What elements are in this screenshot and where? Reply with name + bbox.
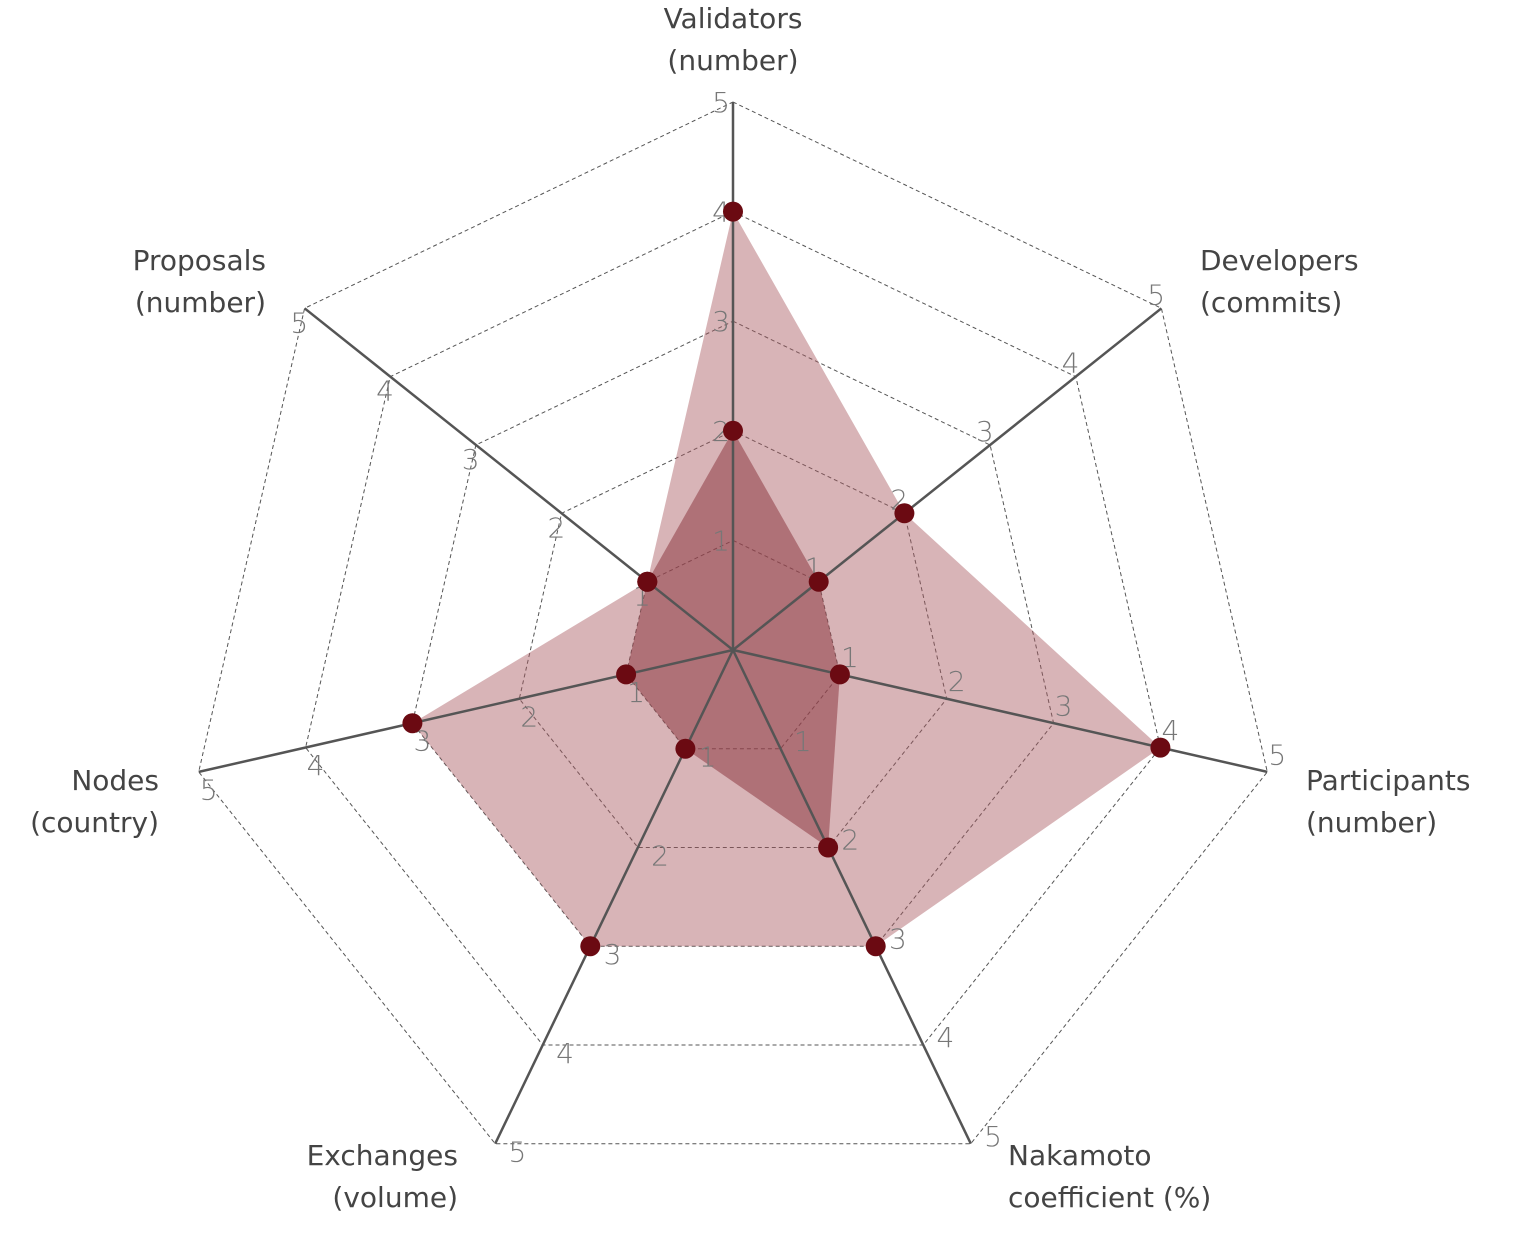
data-point-s2-1 [723,420,743,441]
tick-label-6-3: 3 [413,725,431,758]
axis-title-6: Nodes (country) [30,764,159,839]
axis-title-6-line-2: (country) [30,806,159,839]
grid-ring-3 [411,320,1055,947]
axis-title-4: Nakamoto coefficient (%) [1008,1139,1211,1214]
data-point-s2-6 [616,664,637,685]
axis-title-2-line-1: Developers [1200,244,1359,277]
data-point-s2-5 [675,738,696,759]
axis-line-5 [494,649,735,1145]
point-layer [402,201,1171,957]
tick-label-1-2: 2 [712,415,730,448]
tick-label-4-5: 5 [984,1120,1002,1153]
tick-label-6-5: 5 [200,774,218,807]
axis-title-7-line-2: (number) [135,286,266,319]
axis-title-4-line-1: Nakamoto [1008,1139,1152,1172]
tick-label-5-4: 4 [556,1037,574,1070]
data-point-s1-4 [865,936,886,957]
tick-label-6-1: 1 [627,676,645,709]
grid-ring-2 [518,430,948,848]
title-layer: Validators (number) Developers (commits) Par… [30,2,1470,1214]
data-point-s2-4 [818,837,839,858]
tick-label-7-5: 5 [290,306,308,339]
tick-label-4-1: 1 [794,725,812,758]
axis-title-3-line-1: Participants [1306,764,1470,797]
tick-label-6-4: 4 [307,749,325,782]
tick-label-2-4: 4 [1062,347,1080,380]
axis-title-5-line-2: (volume) [332,1181,458,1214]
axis-line-4 [731,649,972,1145]
axis-title-3: Participants (number) [1306,764,1470,839]
tick-label-7-3: 3 [462,443,480,476]
axis-title-1-line-1: Validators [664,2,803,35]
tick-label-2-5: 5 [1147,278,1165,311]
data-point-s1-2 [894,503,915,524]
axis-line-7 [303,307,734,651]
axis-title-3-line-2: (number) [1306,806,1437,839]
tick-label-6-2: 2 [520,700,538,733]
tick-label-3-5: 5 [1268,738,1286,771]
axis-title-5: Exchanges (volume) [307,1139,458,1214]
tick-label-7-4: 4 [376,375,394,408]
tick-label-2-3: 3 [976,415,994,448]
axis-line-2 [732,307,1163,651]
data-point-s2-3 [829,664,850,685]
tick-label-1-4: 4 [712,196,730,229]
axis-title-2-line-2: (commits) [1200,286,1342,319]
axis-title-5-line-1: Exchanges [307,1139,458,1172]
axis-title-7: Proposals (number) [133,244,266,319]
series-layer [412,211,1161,947]
tick-label-3-1: 1 [841,641,859,674]
data-point-s2-2 [808,571,829,592]
tick-label-1-3: 3 [712,305,730,338]
tick-label-4-3: 3 [889,922,907,955]
tick-label-7-2: 2 [547,511,565,544]
axis-title-2: Developers (commits) [1200,244,1359,319]
axis-layer [198,102,1268,1145]
grid-ring-4 [305,211,1161,1046]
tick-label-5-5: 5 [508,1136,526,1169]
axis-title-4-line-2: coefficient (%) [1008,1181,1211,1214]
tick-label-5-3: 3 [604,938,622,971]
grid-ring-5 [198,101,1268,1145]
axis-title-1-line-2: (number) [667,44,798,77]
tick-label-1-5: 5 [712,86,730,119]
axis-title-1: Validators (number) [664,2,803,77]
axis-line-6 [198,648,734,774]
tick-label-4-2: 2 [841,824,859,857]
data-point-s1-1 [723,201,743,222]
tick-label-3-2: 2 [948,665,966,698]
tick-label-4-4: 4 [936,1021,954,1054]
tick-label-5-1: 1 [699,741,717,774]
data-point-s1-6 [402,713,423,734]
tick-label-5-2: 2 [651,839,669,872]
tick-label-3-3: 3 [1055,690,1073,723]
data-point-s2-7 [637,571,658,592]
tick-label-3-4: 4 [1161,714,1179,747]
axis-title-6-line-1: Nodes [71,764,159,797]
axis-title-7-line-1: Proposals [133,244,266,277]
tick-label-1-1: 1 [712,524,730,557]
data-point-s1-3 [1150,737,1171,758]
data-point-s1-5 [580,936,601,957]
axis-line-3 [732,648,1268,774]
